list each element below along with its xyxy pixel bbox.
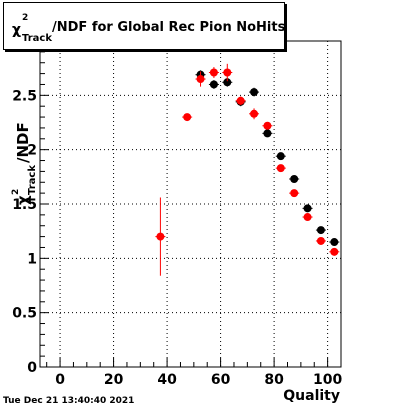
x-axis-label: Quality [283,388,340,404]
series-1 [155,63,340,276]
data-point [223,78,232,87]
data-point [290,189,299,198]
y-label-chi: χ [14,195,32,205]
y-label-sup: 2 [11,189,21,195]
y-tick-label: 0.5 [12,306,37,322]
data-point [263,129,272,138]
x-tick-label: 20 [104,372,124,388]
data-point [316,236,325,245]
axis-ticks [40,40,342,368]
data-point [236,96,245,105]
data-point [223,68,232,77]
data-point [209,68,218,77]
data-point [290,175,299,184]
title-chi: χ [12,22,22,38]
data-point [276,152,285,161]
data-point [330,238,339,247]
timestamp: Tue Dec 21 13:40:40 2021 [3,396,135,406]
data-point [303,213,312,222]
data-point [196,75,205,84]
plot-frame [39,40,342,368]
x-tick-label: 100 [313,372,342,388]
data-point [330,247,339,256]
x-tick-label: 80 [264,372,284,388]
y-tick-label: 1 [27,251,37,267]
chart-title: χ 2 Track /NDF for Global Rec Pion NoHit… [3,2,285,50]
data-point [263,121,272,130]
data-point [303,204,312,213]
y-tick-label: 0 [27,360,37,376]
y-axis-label: χ 2 Track /NDF [6,122,38,205]
y-label-sub: Track [27,165,38,195]
y-label-text: /NDF [14,122,32,163]
data-points [155,63,340,276]
data-point [316,226,325,235]
data-point [209,80,218,89]
x-tick-label: 0 [55,372,65,388]
title-sup: 2 [22,13,29,23]
data-point [250,109,259,118]
title-sub: Track [22,33,52,44]
title-text: /NDF for Global Rec Pion NoHits [52,20,286,35]
x-tick-label: 40 [157,372,177,388]
x-tick-label: 60 [211,372,231,388]
data-point [250,88,259,97]
y-tick-label: 1.5 [12,197,37,213]
data-point [183,113,192,122]
data-point [156,232,165,241]
data-point [276,164,285,173]
y-tick-label: 2 [27,143,37,159]
y-tick-label: 2.5 [12,88,37,104]
